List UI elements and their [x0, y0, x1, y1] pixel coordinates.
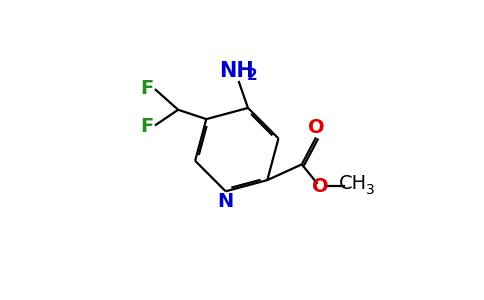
- Text: 3: 3: [366, 182, 375, 197]
- Text: CH: CH: [339, 174, 367, 194]
- Text: NH: NH: [219, 61, 254, 81]
- Text: F: F: [140, 117, 153, 136]
- Text: N: N: [217, 192, 233, 211]
- Text: O: O: [308, 118, 325, 137]
- Text: O: O: [312, 177, 328, 196]
- Text: F: F: [140, 79, 153, 98]
- Text: 2: 2: [246, 68, 257, 83]
